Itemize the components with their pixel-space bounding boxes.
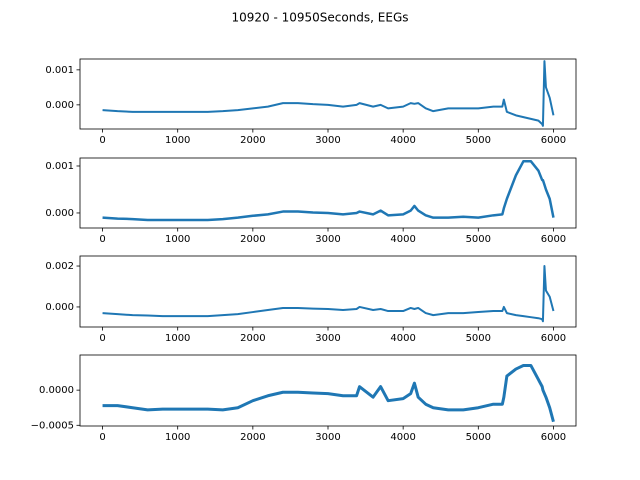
y-tick-label: 0.001 — [45, 65, 74, 76]
x-tick-label: 6000 — [541, 432, 566, 443]
x-tick-label: 5000 — [466, 432, 491, 443]
y-tick-label: 0.000 — [45, 208, 74, 219]
x-tick-label: 2000 — [240, 135, 265, 146]
x-tick-label: 5000 — [466, 333, 491, 344]
x-tick-label: 2000 — [240, 333, 265, 344]
data-line — [102, 364, 555, 423]
plot-area — [102, 265, 555, 323]
x-tick-label: 3000 — [315, 234, 340, 245]
x-tick-label: 1000 — [165, 234, 190, 245]
plot-area — [102, 364, 555, 423]
x-tick-label: 0 — [99, 432, 105, 443]
x-tick-label: 2000 — [240, 432, 265, 443]
x-tick-label: 1000 — [165, 333, 190, 344]
x-tick-label: 6000 — [541, 234, 566, 245]
y-tick-label: 0.000 — [45, 302, 74, 313]
y-tick-label: 0.001 — [45, 161, 74, 172]
x-tick-label: 1000 — [165, 432, 190, 443]
x-tick-label: 4000 — [390, 432, 415, 443]
figure-title: 10920 - 10950Seconds, EEGs — [231, 11, 408, 25]
x-tick-label: 4000 — [390, 135, 415, 146]
y-tick-label: −0.0005 — [31, 420, 74, 431]
x-tick-label: 1000 — [165, 135, 190, 146]
data-line — [102, 265, 555, 323]
x-tick-label: 3000 — [315, 333, 340, 344]
x-tick-label: 0 — [99, 135, 105, 146]
plot-area — [102, 160, 555, 222]
x-tick-label: 0 — [99, 333, 105, 344]
x-tick-label: 2000 — [240, 234, 265, 245]
x-tick-label: 3000 — [315, 135, 340, 146]
data-line — [102, 160, 555, 222]
y-tick-label: 0.000 — [45, 100, 74, 111]
y-tick-label: 0.0000 — [39, 385, 74, 396]
x-tick-label: 5000 — [466, 234, 491, 245]
x-tick-label: 5000 — [466, 135, 491, 146]
x-tick-label: 4000 — [390, 234, 415, 245]
data-line — [102, 60, 555, 127]
x-tick-label: 6000 — [541, 333, 566, 344]
x-tick-label: 0 — [99, 234, 105, 245]
x-tick-label: 6000 — [541, 135, 566, 146]
plot-area — [102, 60, 555, 127]
x-tick-label: 4000 — [390, 333, 415, 344]
x-tick-label: 3000 — [315, 432, 340, 443]
y-tick-label: 0.002 — [45, 261, 74, 272]
